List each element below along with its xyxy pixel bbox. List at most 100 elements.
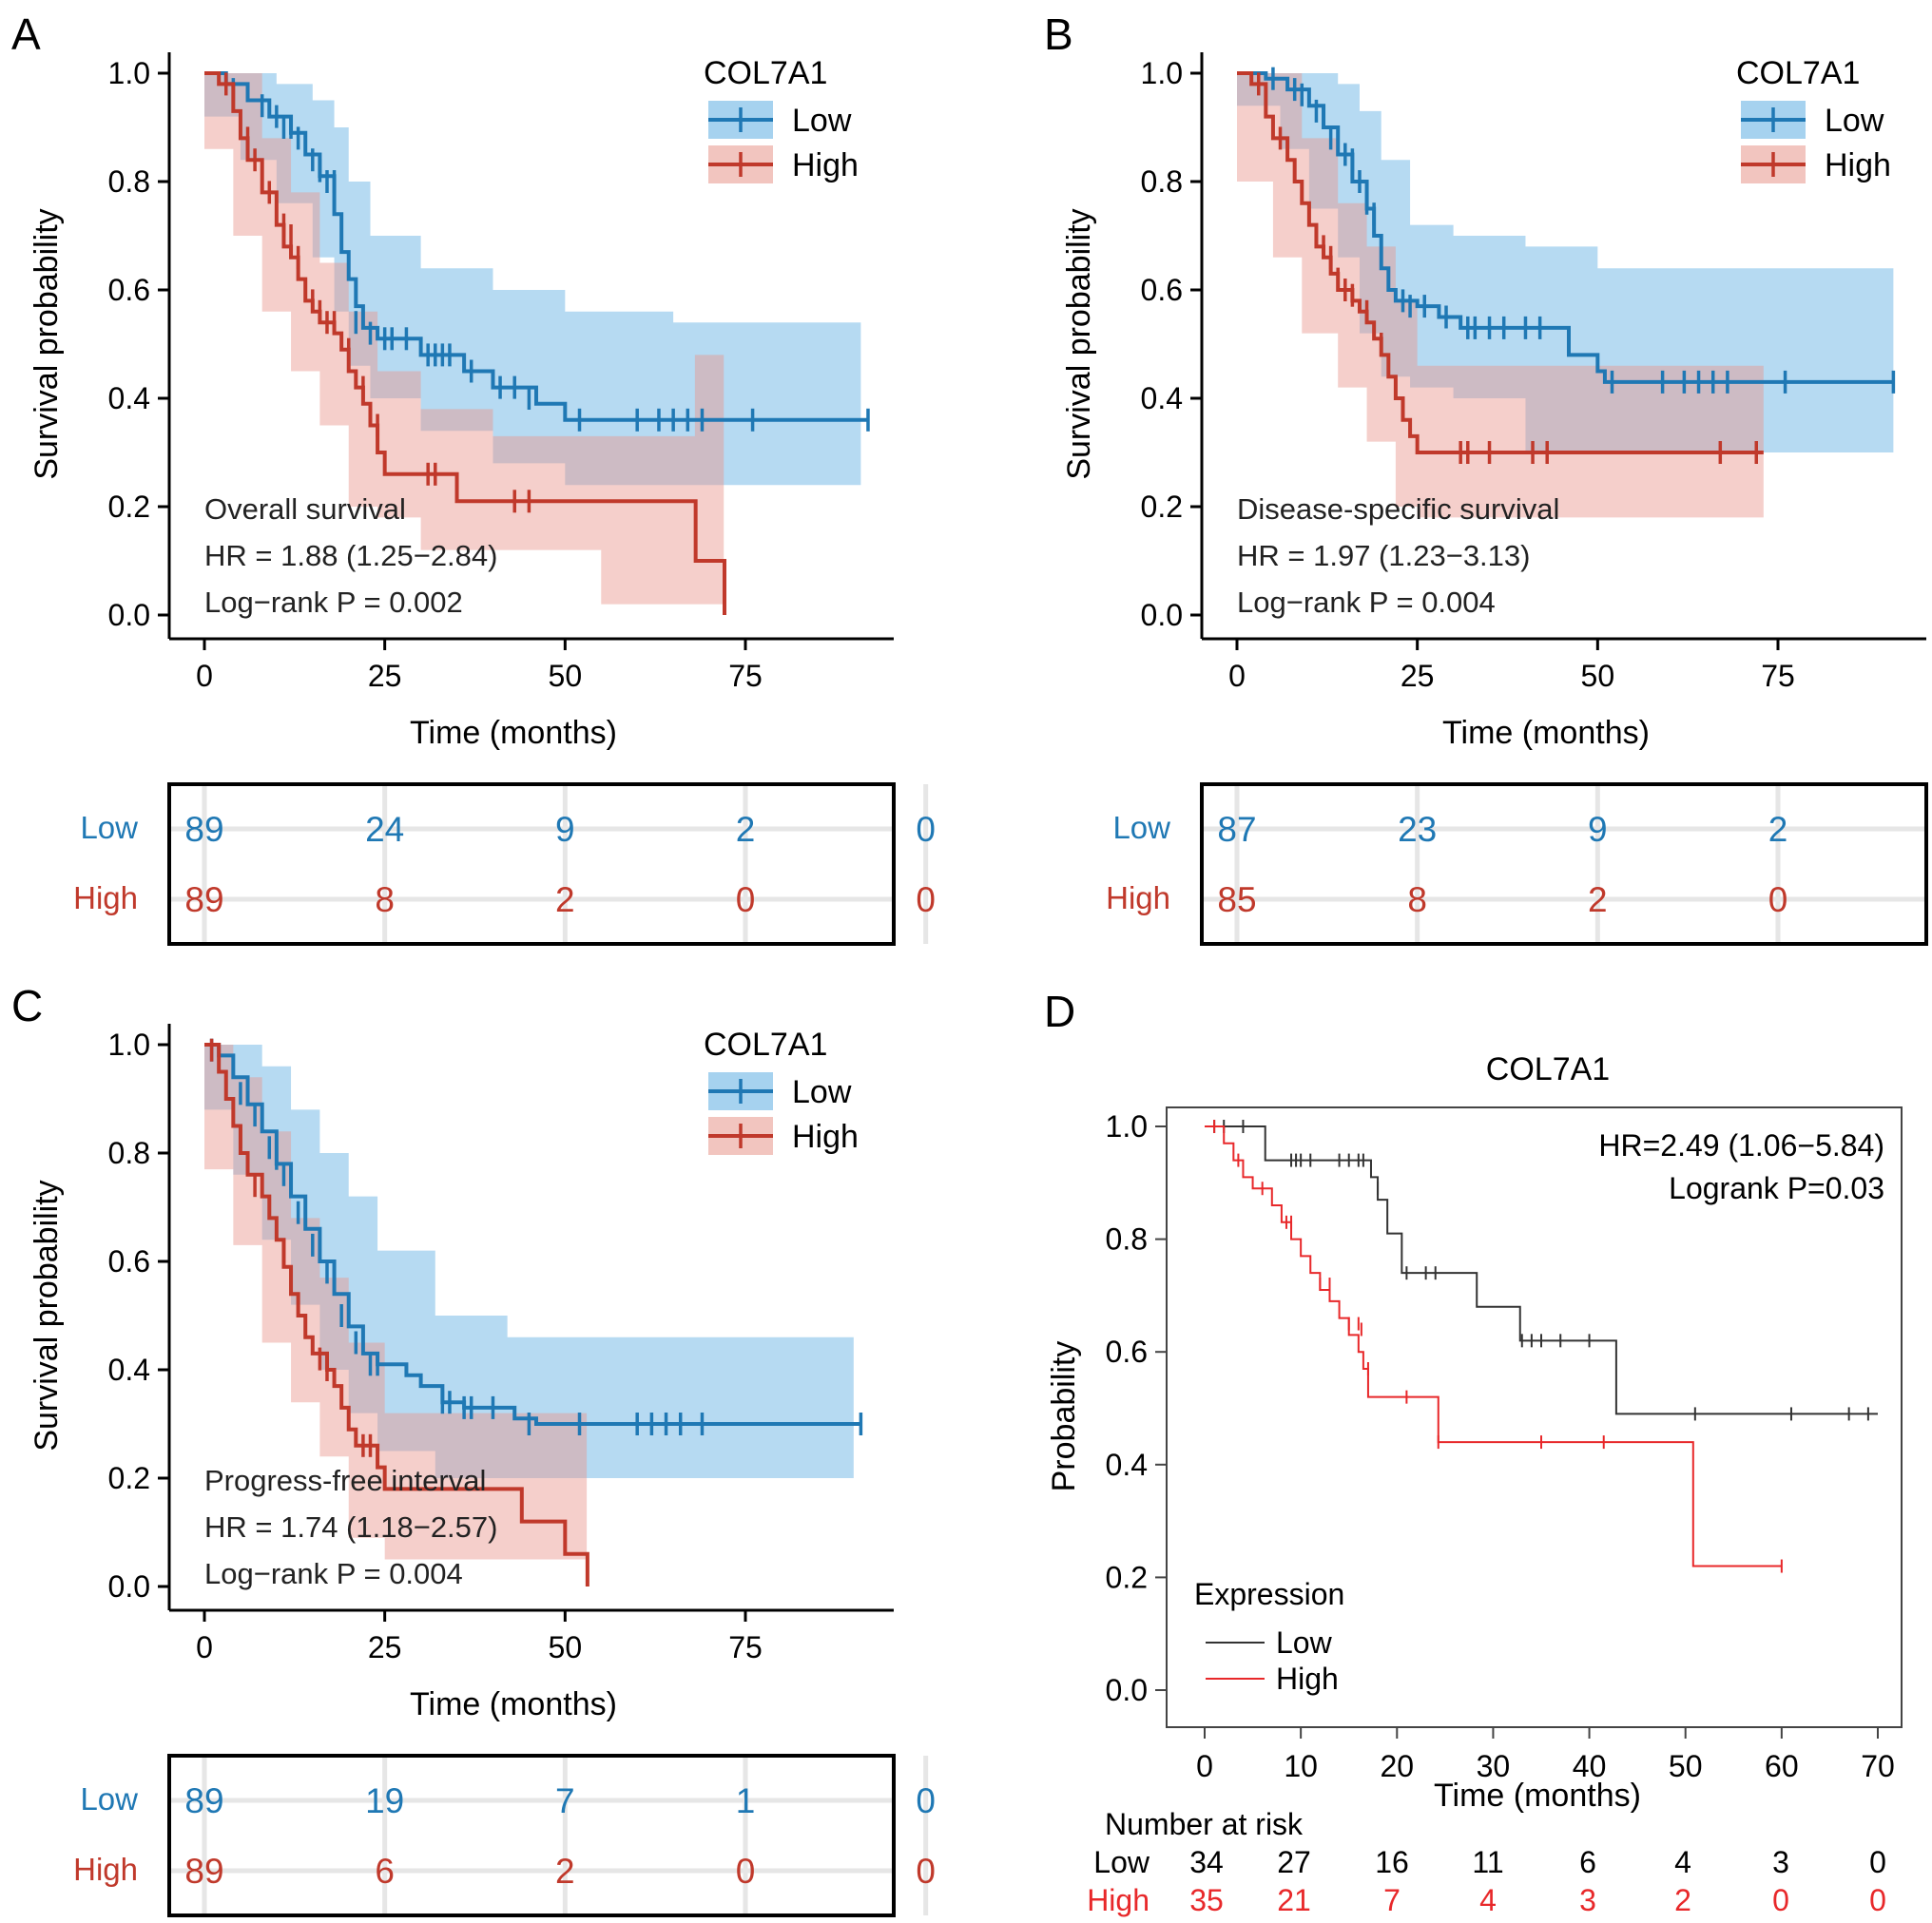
risk-count-high: 0 (1772, 1883, 1789, 1917)
x-axis-label: Time (months) (1434, 1778, 1641, 1814)
risk-count-high: 0 (736, 880, 756, 919)
risk-count-high: 2 (555, 880, 575, 919)
panel-letter: C (11, 981, 43, 1030)
ci-bands (204, 73, 861, 605)
legend-label-low: Low (792, 1074, 852, 1110)
risk-row-label-high: High (73, 1852, 138, 1887)
risk-count-low: 24 (365, 810, 404, 849)
risk-count-low: 0 (1869, 1845, 1886, 1879)
legend-label-high: High (792, 1119, 859, 1155)
x-tick-label: 20 (1380, 1749, 1414, 1783)
ci-band-low (204, 73, 861, 486)
risk-table-border (167, 1754, 896, 1917)
y-tick-label: 0.4 (108, 1353, 150, 1387)
risk-row-label-high: High (73, 880, 138, 915)
risk-count-high: 3 (1579, 1883, 1596, 1917)
risk-count-low: 27 (1277, 1845, 1311, 1879)
risk-count-low: 89 (184, 810, 223, 849)
risk-count-low: 7 (555, 1781, 575, 1820)
risk-count-low: 11 (1472, 1845, 1503, 1879)
risk-row-label-high: High (1106, 880, 1170, 915)
y-tick-label: 0.4 (1141, 381, 1183, 415)
risk-count-low: 0 (916, 810, 936, 849)
y-tick-label: 0.6 (1141, 273, 1183, 307)
risk-count-low: 6 (1579, 1845, 1596, 1879)
risk-table: LowHigh8785238922000 (1106, 782, 1928, 946)
survival-type-label: Progress-free interval (204, 1464, 486, 1497)
risk-count-low: 2 (1768, 810, 1788, 849)
legend-label-high: High (1825, 147, 1891, 183)
logrank-label: Log−rank P = 0.004 (1237, 586, 1496, 619)
y-axis-label: Survival probability (1061, 208, 1097, 479)
y-tick-label: 1.0 (108, 56, 150, 90)
hazard-ratio-label: HR = 1.97 (1.23−3.13) (1237, 539, 1530, 572)
survival-curve-low (1237, 71, 1894, 384)
x-tick-label: 40 (1573, 1749, 1607, 1783)
hazard-ratio-label: HR = 1.74 (1.18−2.57) (204, 1510, 497, 1544)
risk-count-low: 19 (365, 1781, 404, 1820)
survival-curve-low (1205, 1125, 1878, 1415)
y-tick-label: 0.8 (108, 164, 150, 199)
risk-count-high: 8 (375, 880, 395, 919)
legend-label-low: Low (792, 103, 852, 139)
risk-count-low: 0 (916, 1781, 936, 1820)
y-axis-label: Survival probability (29, 208, 65, 479)
risk-count-high: 0 (736, 1852, 756, 1891)
risk-count-low: 16 (1375, 1845, 1409, 1879)
risk-count-high: 21 (1277, 1883, 1311, 1917)
risk-count-high: 0 (1869, 1883, 1886, 1917)
y-axis-label: Probability (1046, 1341, 1082, 1492)
y-tick-label: 0.6 (108, 1244, 150, 1279)
risk-row-label-low: Low (80, 1781, 138, 1817)
hazard-ratio-label: HR=2.49 (1.06−5.84) (1598, 1128, 1884, 1163)
y-tick-label: 0.8 (1106, 1222, 1148, 1257)
legend-title: COL7A1 (704, 1027, 827, 1063)
x-tick-label: 50 (1581, 659, 1615, 693)
ci-band-high (204, 1045, 588, 1560)
risk-count-low: 34 (1189, 1845, 1224, 1879)
risk-table-background (1202, 784, 1926, 944)
y-tick-label: 0.0 (1106, 1673, 1148, 1707)
risk-count-high: 7 (1383, 1883, 1401, 1917)
y-tick-label: 0.0 (108, 1569, 150, 1604)
x-tick-label: 25 (368, 1630, 402, 1664)
y-tick-label: 1.0 (1141, 56, 1183, 90)
risk-row-label-low: Low (1093, 1845, 1150, 1879)
hazard-ratio-label: HR = 1.88 (1.25−2.84) (204, 539, 497, 572)
ci-band-high (1237, 73, 1764, 518)
ci-bands (204, 1045, 854, 1560)
risk-table-border (1200, 782, 1928, 946)
risk-count-high: 0 (916, 880, 936, 919)
legend-label-high: High (1276, 1662, 1339, 1696)
ci-bands (1237, 73, 1894, 518)
risk-count-low: 23 (1398, 810, 1437, 849)
x-tick-label: 25 (368, 659, 402, 693)
risk-count-high: 85 (1217, 880, 1256, 919)
x-tick-label: 75 (728, 659, 763, 693)
x-axis-label: Time (months) (410, 1686, 617, 1722)
legend-title: COL7A1 (1736, 55, 1860, 91)
risk-count-low: 4 (1674, 1845, 1691, 1879)
x-tick-label: 70 (1861, 1749, 1895, 1783)
risk-row-label-low: Low (1112, 810, 1170, 845)
y-tick-label: 0.0 (1141, 598, 1183, 632)
x-tick-label: 75 (1761, 659, 1795, 693)
x-tick-label: 0 (196, 659, 213, 693)
survival-type-label: Disease-specific survival (1237, 492, 1559, 526)
risk-count-high: 2 (1674, 1883, 1691, 1917)
survival-curve-low (204, 71, 868, 422)
risk-count-high: 89 (184, 880, 223, 919)
ci-band-low (204, 1045, 854, 1478)
legend-title: COL7A1 (704, 55, 827, 91)
risk-table-background (169, 784, 894, 944)
y-tick-label: 0.8 (1141, 164, 1183, 199)
risk-table-title: Number at risk (1105, 1807, 1304, 1841)
x-tick-label: 0 (196, 1630, 213, 1664)
y-tick-label: 0.2 (108, 490, 150, 524)
risk-count-low: 87 (1217, 810, 1256, 849)
risk-row-label-low: Low (80, 810, 138, 845)
y-tick-label: 1.0 (1106, 1109, 1148, 1144)
y-tick-label: 0.2 (1106, 1560, 1148, 1594)
